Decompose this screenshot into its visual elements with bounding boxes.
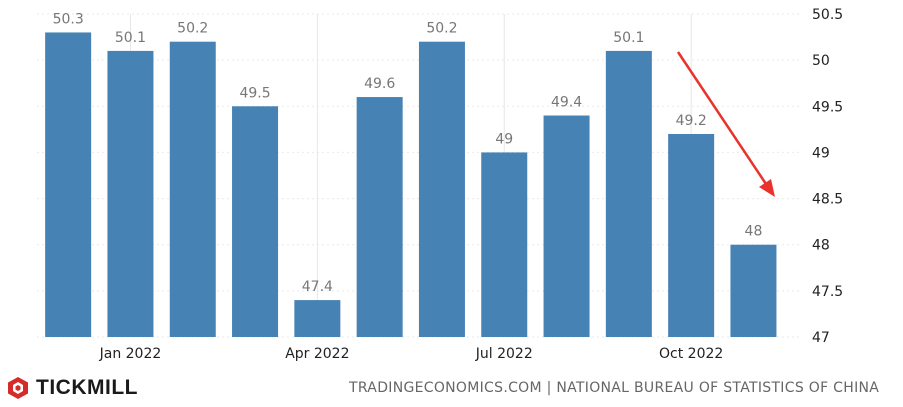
trend-arrow-head xyxy=(759,179,775,197)
trend-arrow-annotation xyxy=(676,51,775,197)
y-tick-label: 47.5 xyxy=(812,284,843,300)
trend-arrow-line xyxy=(676,51,768,185)
bar xyxy=(668,133,715,337)
y-tick-label: 48 xyxy=(812,238,830,254)
data-label: 50.3 xyxy=(53,11,84,27)
source-attribution: TRADINGECONOMICS.COM | NATIONAL BUREAU O… xyxy=(349,380,880,396)
bar xyxy=(232,106,279,338)
bar-chart: 50.3 50.1 50.2 49.5 47.4 49.6 50.2 49 49.4 50.1 49… xyxy=(37,7,843,362)
bar xyxy=(605,50,652,338)
data-label: 50.1 xyxy=(115,30,146,46)
x-tick-label: Apr 2022 xyxy=(285,346,349,362)
x-tick-label: Oct 2022 xyxy=(659,346,723,362)
data-label: 49 xyxy=(495,131,513,147)
y-tick-label: 50 xyxy=(812,53,830,69)
bar xyxy=(294,300,341,337)
y-tick-label: 47 xyxy=(812,330,830,346)
bar xyxy=(418,41,465,337)
data-label: 50.2 xyxy=(177,21,208,37)
bar xyxy=(45,32,92,337)
y-tick-label: 48.5 xyxy=(812,192,843,208)
brand: TICKMILL xyxy=(6,376,138,400)
x-tick-label: Jul 2022 xyxy=(475,346,533,362)
data-label: 50.1 xyxy=(613,30,644,46)
data-label: 49.6 xyxy=(364,76,395,92)
bar xyxy=(730,244,777,337)
bar xyxy=(543,115,590,337)
bar xyxy=(481,152,528,337)
y-tick-label: 49.5 xyxy=(812,99,843,115)
tickmill-logo-icon xyxy=(8,377,28,399)
bar xyxy=(169,41,216,337)
brand-name: TICKMILL xyxy=(36,376,138,399)
data-label: 47.4 xyxy=(302,279,333,295)
data-label: 50.2 xyxy=(426,21,457,37)
x-axis: Jan 2022 Apr 2022 Jul 2022 Oct 2022 xyxy=(99,346,724,362)
data-label: 49.4 xyxy=(551,95,582,111)
bar xyxy=(356,97,403,337)
data-label: 48 xyxy=(745,224,763,240)
y-tick-label: 49 xyxy=(812,145,830,161)
footer: TICKMILL TRADINGECONOMICS.COM | NATIONAL… xyxy=(0,376,903,404)
y-tick-label: 50.5 xyxy=(812,7,843,23)
data-label: 49.2 xyxy=(676,113,707,129)
x-tick-label: Jan 2022 xyxy=(99,346,162,362)
data-label: 49.5 xyxy=(239,85,270,101)
y-axis: 47 47.5 48 48.5 49 49.5 50 50.5 xyxy=(812,7,843,346)
data-labels: 50.3 50.1 50.2 49.5 47.4 49.6 50.2 49 49.4 50.1 49… xyxy=(53,11,763,295)
bar xyxy=(107,50,154,338)
bars xyxy=(45,32,777,338)
